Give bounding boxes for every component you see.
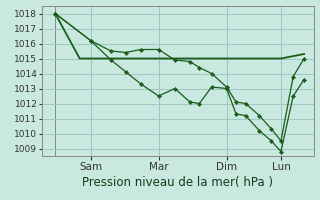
X-axis label: Pression niveau de la mer( hPa ): Pression niveau de la mer( hPa ) [82, 176, 273, 189]
